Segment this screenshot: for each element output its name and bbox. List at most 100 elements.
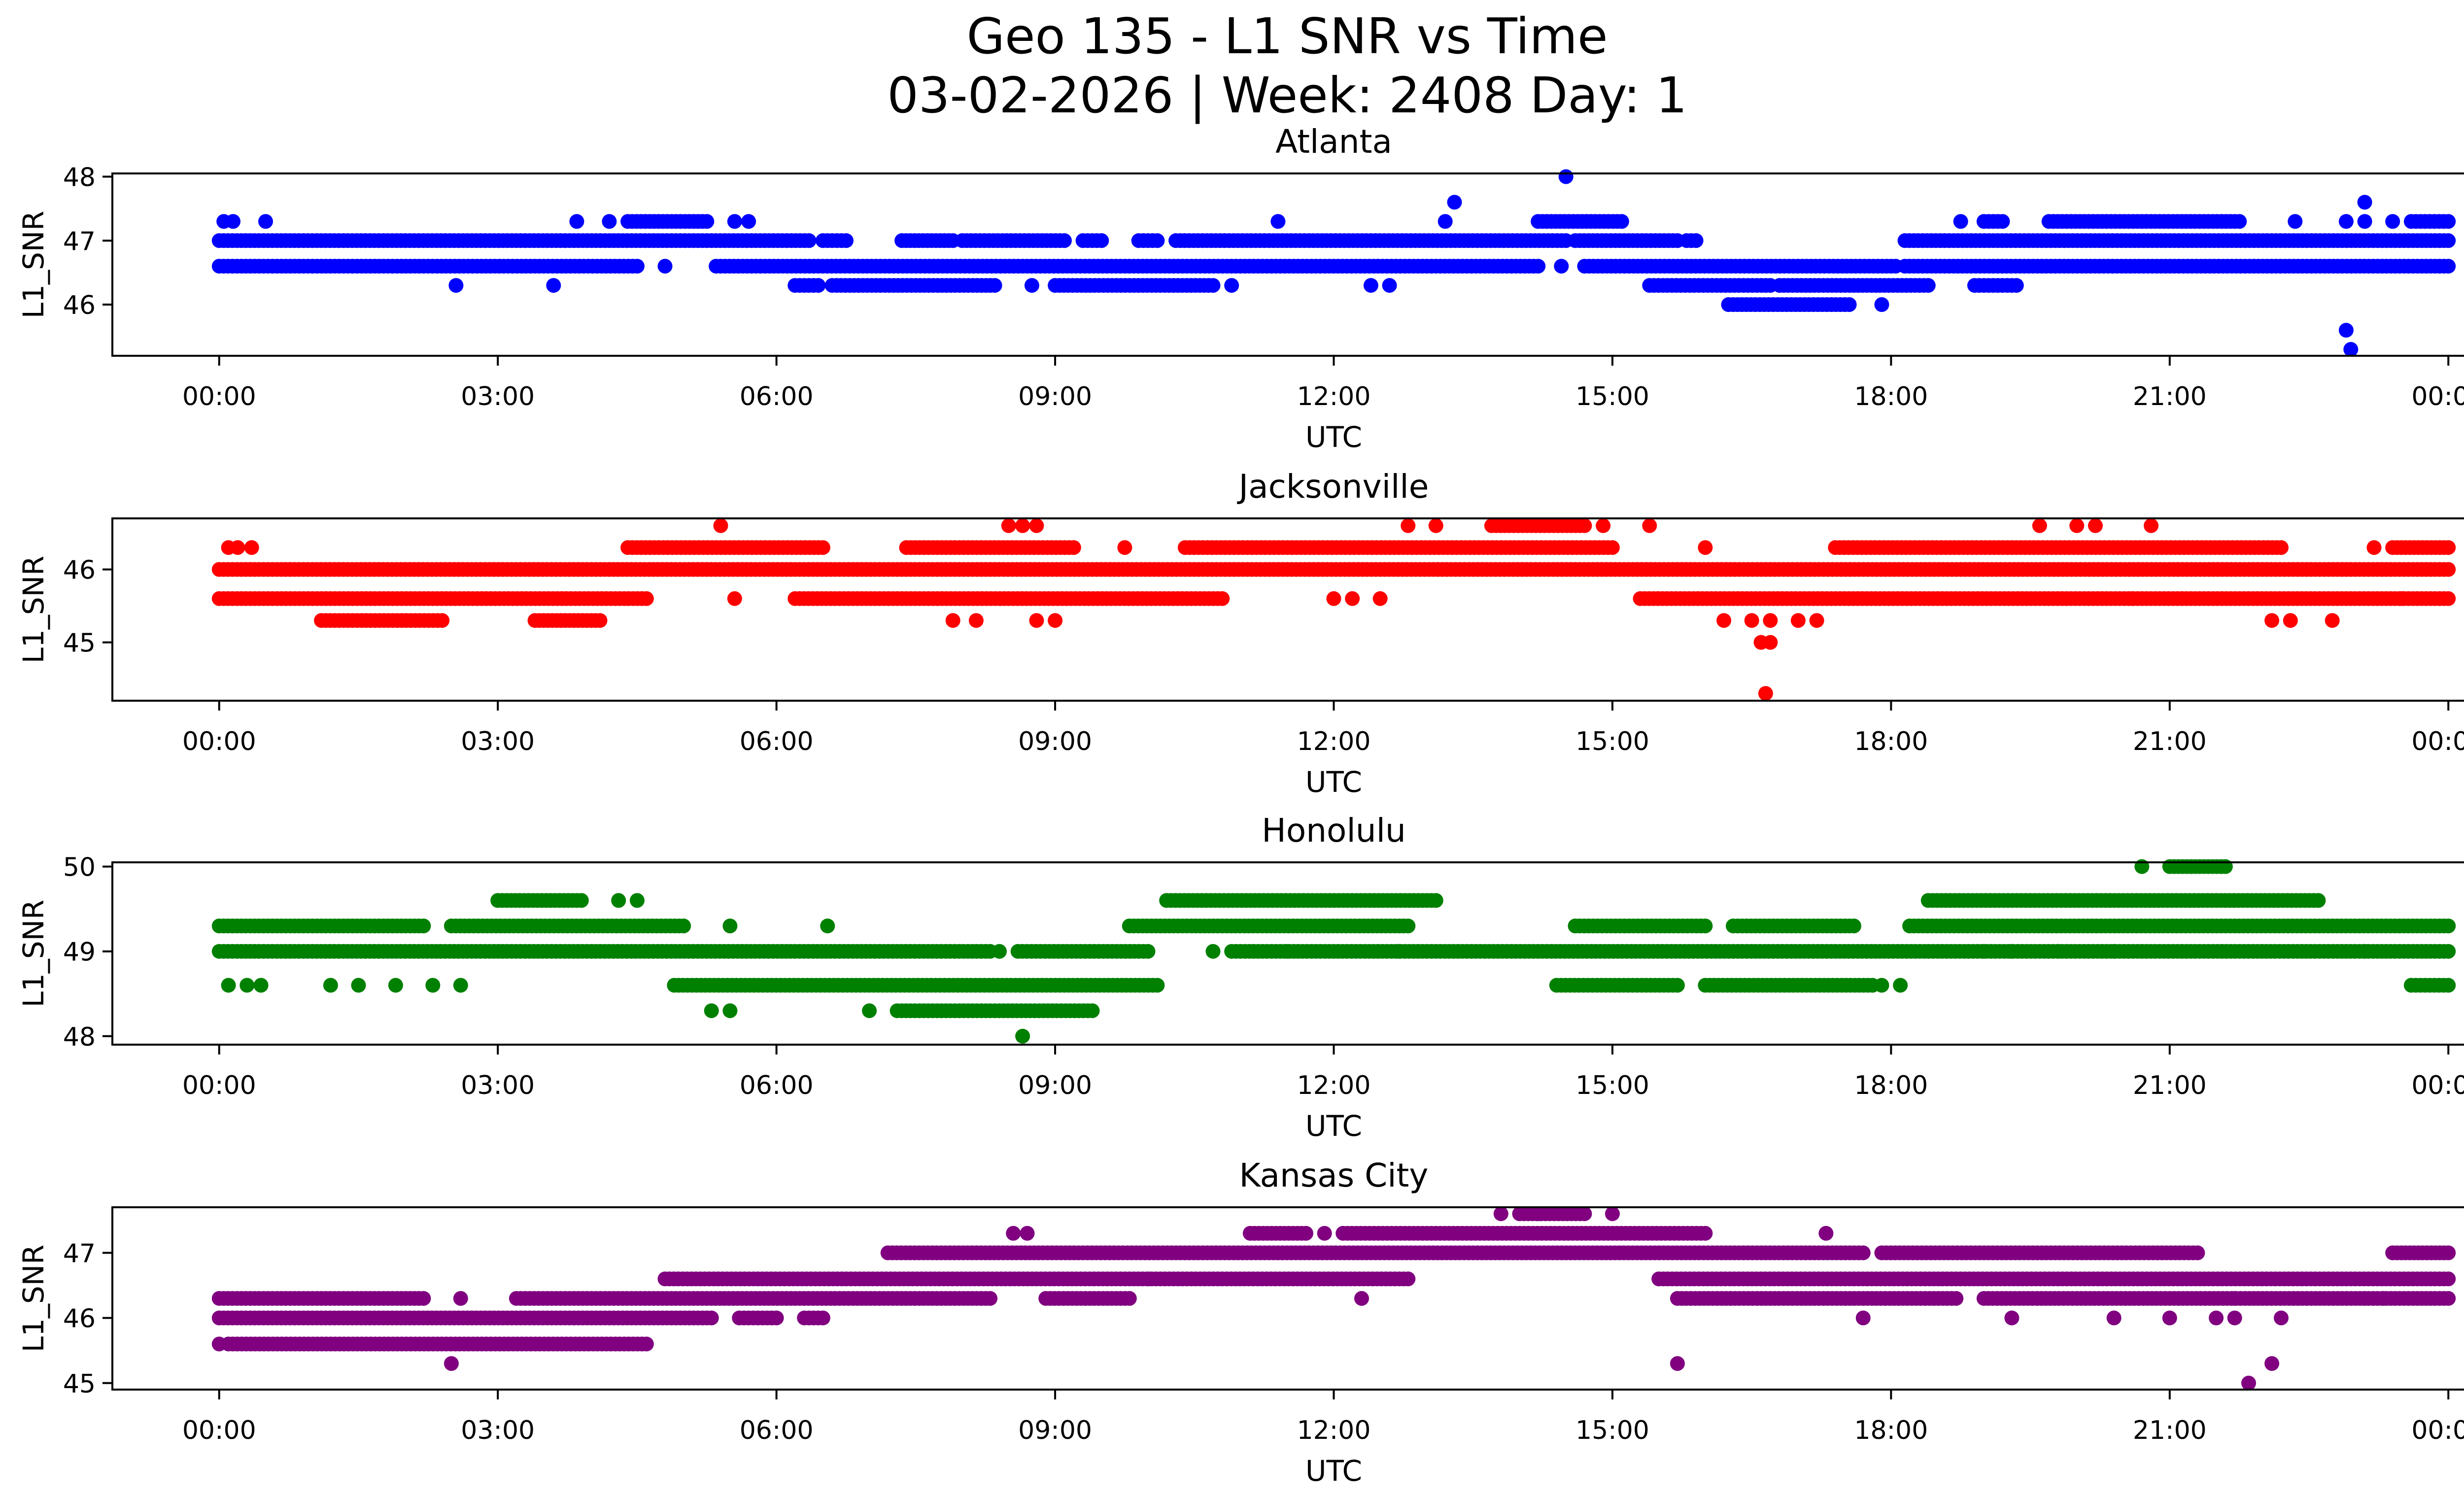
data-point bbox=[2232, 214, 2247, 229]
data-point bbox=[2283, 613, 2298, 628]
data-point bbox=[2343, 342, 2358, 357]
data-point bbox=[769, 1311, 784, 1326]
data-point bbox=[2441, 540, 2456, 555]
data-point bbox=[1280, 944, 1295, 959]
x-tick-label: 00:00 bbox=[182, 727, 256, 756]
x-tick-label: 06:00 bbox=[740, 1071, 814, 1100]
y-tick-label: 49 bbox=[63, 938, 96, 967]
data-point bbox=[569, 214, 584, 229]
x-tick-label: 21:00 bbox=[2133, 727, 2207, 756]
data-point bbox=[435, 613, 449, 628]
data-point bbox=[1554, 259, 1569, 273]
data-point bbox=[946, 613, 960, 628]
data-point bbox=[2125, 591, 2140, 606]
series-atlanta bbox=[212, 170, 2456, 357]
y-axis-label: L1_SNR bbox=[17, 211, 50, 319]
x-tick-label: 06:00 bbox=[740, 382, 814, 411]
data-point bbox=[1345, 591, 1360, 606]
data-point bbox=[2339, 214, 2354, 229]
data-point bbox=[244, 540, 259, 555]
data-point bbox=[2441, 944, 2456, 959]
x-tick-label: 15:00 bbox=[1575, 382, 1649, 411]
data-point bbox=[676, 919, 691, 933]
data-point bbox=[2051, 944, 2066, 959]
x-tick-label: 00:00 bbox=[182, 382, 256, 411]
x-tick-label: 00:00 bbox=[2411, 382, 2464, 411]
data-point bbox=[630, 893, 645, 908]
data-point bbox=[969, 613, 984, 628]
data-point bbox=[1057, 233, 1072, 248]
x-tick-label: 00:00 bbox=[182, 1071, 256, 1100]
y-tick-label: 50 bbox=[63, 853, 96, 883]
x-tick-label: 00:00 bbox=[2411, 1071, 2464, 1100]
series-honolulu bbox=[212, 859, 2456, 1044]
x-tick-label: 03:00 bbox=[461, 1071, 535, 1100]
data-point bbox=[1401, 1271, 1415, 1286]
data-point bbox=[1150, 233, 1164, 248]
data-point bbox=[983, 1291, 997, 1306]
data-point bbox=[2032, 518, 2047, 533]
data-point bbox=[1029, 518, 1044, 533]
data-point bbox=[1745, 613, 1759, 628]
x-tick-label: 03:00 bbox=[461, 382, 535, 411]
data-point bbox=[2441, 919, 2456, 933]
data-point bbox=[2385, 214, 2400, 229]
data-point bbox=[416, 919, 431, 933]
data-point bbox=[639, 1337, 654, 1352]
data-point bbox=[1953, 214, 1968, 229]
data-point bbox=[2441, 214, 2456, 229]
data-point bbox=[1893, 978, 1908, 993]
x-tick-label: 12:00 bbox=[1297, 727, 1371, 756]
data-point bbox=[1875, 978, 1889, 993]
x-tick-label: 18:00 bbox=[1854, 382, 1928, 411]
y-tick-label: 46 bbox=[63, 556, 96, 585]
data-point bbox=[714, 518, 728, 533]
data-point bbox=[1577, 518, 1592, 533]
data-point bbox=[2004, 944, 2019, 959]
data-point bbox=[258, 214, 273, 229]
x-tick-label: 12:00 bbox=[1297, 382, 1371, 411]
series-jacksonville bbox=[212, 518, 2456, 701]
data-point bbox=[2441, 1271, 2456, 1286]
data-point bbox=[2311, 893, 2326, 908]
x-tick-label: 00:00 bbox=[2411, 727, 2464, 756]
data-point bbox=[1117, 540, 1132, 555]
data-point bbox=[1206, 944, 1221, 959]
data-point bbox=[1698, 919, 1712, 933]
data-point bbox=[992, 944, 1007, 959]
data-point bbox=[811, 278, 825, 293]
data-point bbox=[602, 214, 616, 229]
data-point bbox=[1596, 518, 1610, 533]
data-point bbox=[1763, 635, 1778, 650]
data-point bbox=[1015, 518, 1030, 533]
data-point bbox=[1224, 278, 1239, 293]
x-axis-label: UTC bbox=[1305, 420, 1362, 454]
x-tick-label: 15:00 bbox=[1575, 1071, 1649, 1100]
data-point bbox=[741, 214, 756, 229]
x-axis-label: UTC bbox=[1305, 765, 1362, 799]
data-point bbox=[1875, 297, 1889, 312]
data-point bbox=[630, 259, 645, 273]
data-point bbox=[704, 1311, 719, 1326]
y-tick-label: 48 bbox=[63, 163, 96, 192]
panel-title-atlanta: Atlanta bbox=[1275, 123, 1392, 161]
data-point bbox=[221, 978, 236, 993]
data-point bbox=[611, 893, 626, 908]
panel-title-honolulu: Honolulu bbox=[1262, 812, 1406, 850]
data-point bbox=[240, 978, 254, 993]
data-point bbox=[2009, 278, 2024, 293]
data-point bbox=[1856, 1246, 1871, 1260]
data-point bbox=[988, 278, 1002, 293]
data-point bbox=[1066, 540, 1081, 555]
data-point bbox=[2088, 518, 2103, 533]
figure-title-line1: Geo 135 - L1 SNR vs Time bbox=[967, 7, 1608, 65]
x-tick-label: 15:00 bbox=[1575, 727, 1649, 756]
data-point bbox=[2144, 518, 2158, 533]
data-point bbox=[704, 1003, 719, 1018]
data-point bbox=[1401, 518, 1415, 533]
